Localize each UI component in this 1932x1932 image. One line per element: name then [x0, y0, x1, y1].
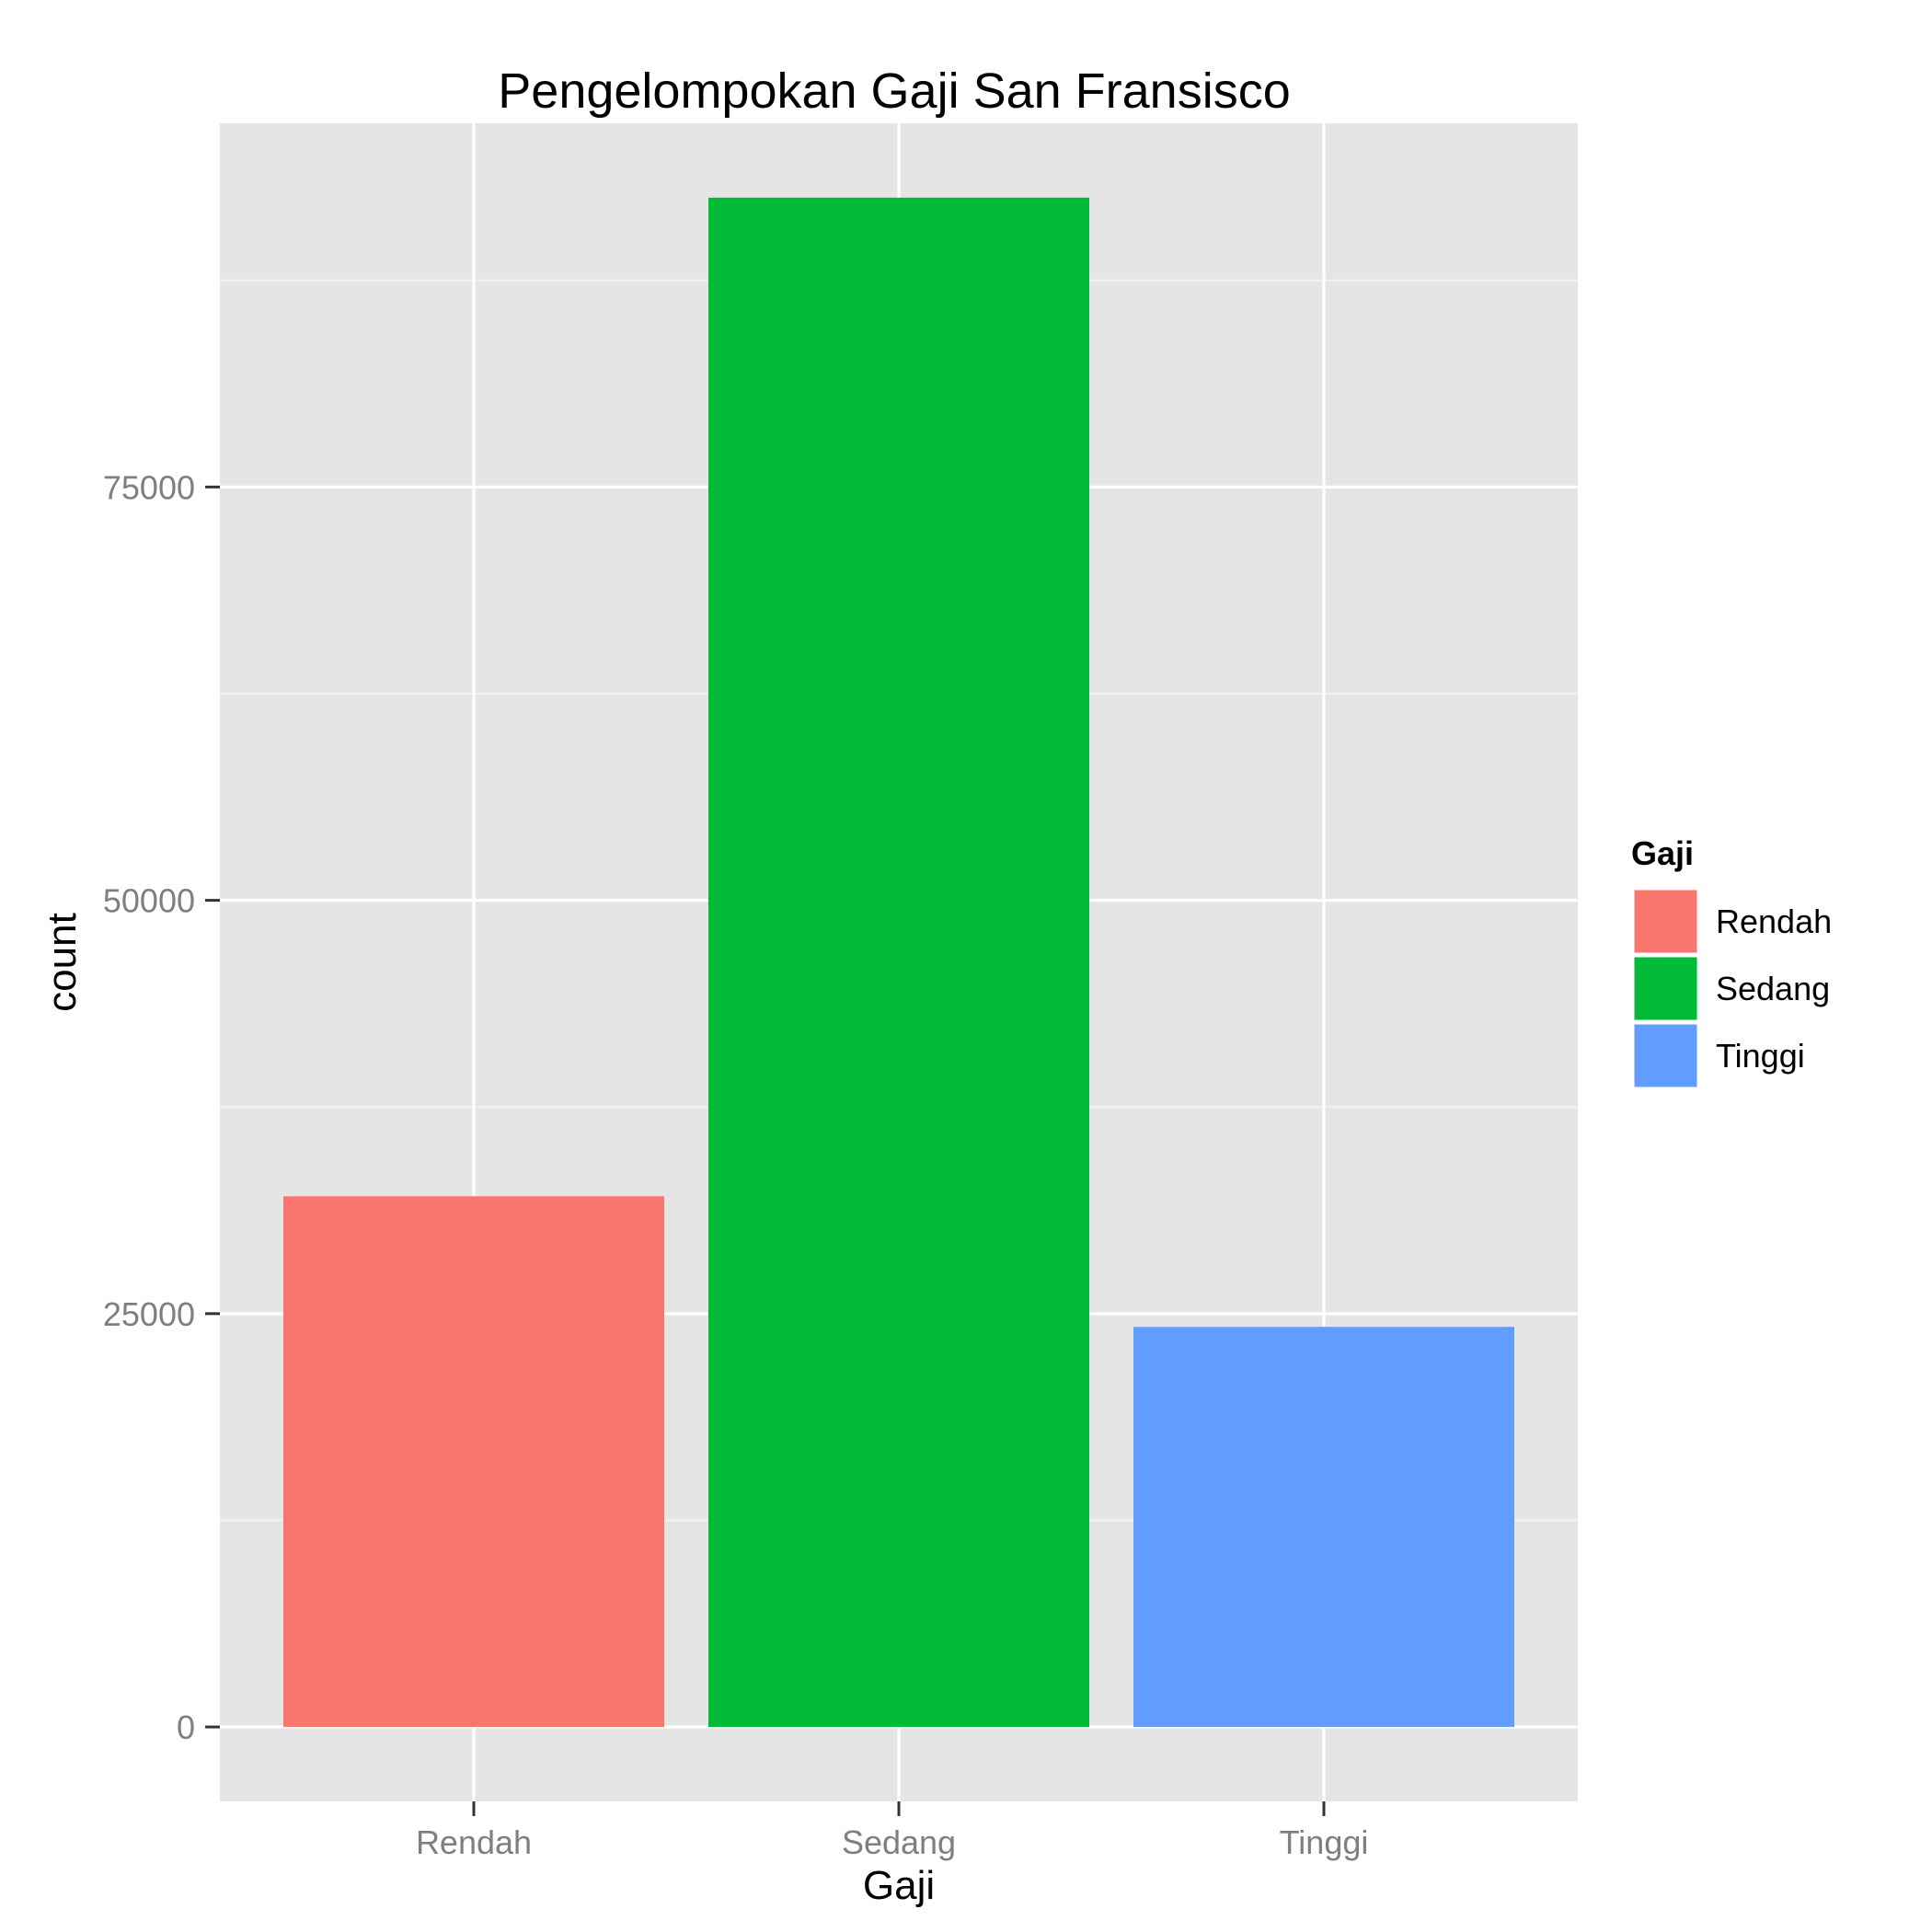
- legend-swatch-rendah: [1631, 887, 1700, 956]
- y-tick-label: 25000: [103, 1295, 195, 1333]
- chart-title: Pengelompokan Gaji San Fransisco: [498, 63, 1290, 119]
- y-tick-label: 75000: [103, 468, 195, 506]
- legend: Gaji Rendah Sedang Tinggi: [1631, 834, 1832, 1090]
- legend-items: Rendah Sedang Tinggi: [1631, 887, 1832, 1090]
- legend-label-rendah: Rendah: [1716, 903, 1832, 940]
- axis-layer: 0 25000 50000 75000 Rendah Sedang Tinggi: [103, 468, 1368, 1861]
- bar-rendah: [283, 1196, 664, 1728]
- bars-layer: [283, 197, 1514, 1728]
- x-tick-label: Rendah: [416, 1823, 532, 1861]
- bar-sedang: [708, 197, 1089, 1728]
- x-tick-label: Sedang: [842, 1823, 956, 1861]
- y-tick-label: 0: [177, 1708, 195, 1746]
- legend-label-sedang: Sedang: [1716, 970, 1830, 1007]
- legend-swatch-tinggi: [1631, 1021, 1700, 1090]
- legend-title: Gaji: [1631, 834, 1694, 872]
- x-tick-label: Tinggi: [1280, 1823, 1369, 1861]
- y-tick-label: 50000: [103, 882, 195, 920]
- bar-tinggi: [1133, 1327, 1514, 1728]
- y-axis-title: count: [40, 913, 85, 1012]
- legend-label-tinggi: Tinggi: [1716, 1037, 1805, 1075]
- x-axis-title: Gaji: [863, 1863, 935, 1908]
- legend-swatch-sedang: [1631, 954, 1700, 1023]
